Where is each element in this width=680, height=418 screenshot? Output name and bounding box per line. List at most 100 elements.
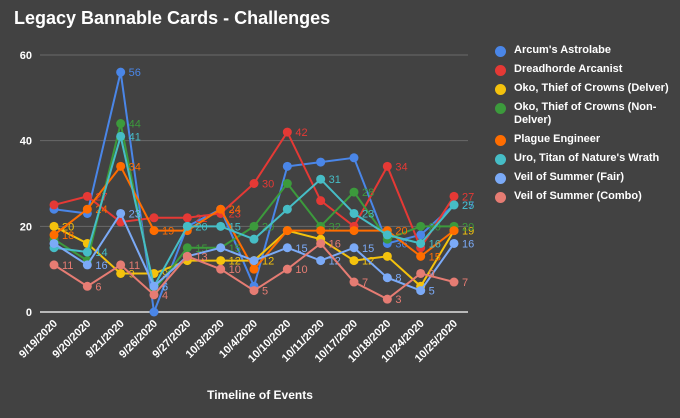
- data-label: 22: [195, 213, 207, 225]
- legend-swatch: [495, 135, 506, 146]
- data-point: [282, 127, 292, 137]
- data-point: [249, 264, 259, 274]
- data-point: [249, 256, 259, 266]
- legend-label: Arcum's Astrolabe: [514, 44, 611, 56]
- data-label: 5: [262, 286, 268, 298]
- data-point: [382, 294, 392, 304]
- data-point: [49, 230, 59, 240]
- data-label: 8: [395, 273, 401, 285]
- data-point: [382, 273, 392, 283]
- legend-label: Dreadhorde Arcanist: [514, 63, 623, 75]
- data-point: [116, 268, 126, 278]
- data-point: [216, 264, 226, 274]
- data-point: [316, 157, 326, 167]
- data-label: 15: [429, 251, 441, 263]
- data-label: 19: [162, 226, 174, 238]
- data-point: [382, 251, 392, 261]
- data-label: 18: [62, 230, 74, 242]
- legend-swatch: [495, 154, 506, 165]
- data-point: [449, 200, 459, 210]
- data-point: [182, 243, 192, 253]
- data-label: 25: [462, 200, 474, 212]
- y-tick-label: 20: [20, 221, 32, 233]
- data-point: [49, 238, 59, 248]
- data-label: 20: [195, 221, 207, 233]
- data-point: [249, 179, 259, 188]
- data-label: 10: [295, 264, 307, 276]
- legend-label: Oko, Thief of Crowns (Delver): [514, 82, 669, 94]
- data-point: [249, 221, 259, 231]
- data-label: 41: [129, 131, 141, 143]
- legend-label: Plague Engineer: [514, 133, 601, 145]
- data-label: 44: [129, 119, 141, 131]
- data-point: [49, 260, 59, 270]
- data-label: 11: [62, 260, 73, 272]
- data-label: 9: [162, 268, 168, 280]
- data-label: 28: [362, 187, 374, 199]
- data-point: [282, 264, 292, 274]
- legend-item: Arcum's Astrolabe: [495, 44, 675, 57]
- legend-label: Oko, Thief of Crowns (Non-Delver): [514, 101, 657, 126]
- data-point: [49, 200, 59, 210]
- data-label: 14: [95, 247, 107, 259]
- data-label: 56: [129, 67, 141, 79]
- y-tick-label: 40: [20, 136, 32, 148]
- data-label: 4: [162, 290, 168, 302]
- data-point: [182, 213, 192, 223]
- legend-swatch: [495, 192, 506, 203]
- data-point: [349, 277, 359, 287]
- data-label: 7: [362, 277, 368, 289]
- data-label: 23: [229, 208, 241, 220]
- data-label: 7: [462, 277, 468, 289]
- data-label: 10: [229, 264, 241, 276]
- legend-item: Dreadhorde Arcanist: [495, 63, 675, 76]
- data-point: [349, 256, 359, 266]
- data-label: 27: [462, 191, 474, 203]
- data-point: [349, 226, 359, 236]
- data-point: [316, 256, 326, 266]
- data-point: [316, 174, 326, 184]
- data-point: [216, 204, 226, 214]
- data-point: [216, 243, 226, 253]
- data-point: [416, 230, 426, 240]
- data-point: [116, 67, 126, 77]
- data-label: 34: [129, 161, 141, 173]
- data-label: 16: [329, 238, 341, 250]
- data-point: [116, 131, 126, 141]
- data-point: [316, 196, 326, 206]
- data-label: 15: [229, 221, 241, 233]
- data-label: 3: [395, 294, 401, 306]
- y-tick-label: 0: [26, 307, 32, 319]
- data-label: 6: [162, 281, 168, 293]
- data-point: [282, 161, 292, 171]
- data-label: 12: [229, 256, 241, 268]
- data-point: [149, 290, 159, 300]
- data-point: [282, 243, 292, 253]
- data-label: 16: [462, 238, 474, 250]
- x-axis-label: Timeline of Events: [207, 388, 313, 402]
- data-label: 23: [129, 208, 141, 220]
- data-label: 36: [395, 238, 407, 250]
- data-point: [449, 277, 459, 287]
- data-label: 6: [95, 281, 101, 293]
- data-point: [249, 234, 259, 244]
- data-point: [282, 226, 292, 236]
- legend-item: Veil of Summer (Fair): [495, 171, 675, 184]
- data-point: [249, 286, 259, 296]
- data-point: [449, 191, 459, 201]
- data-point: [349, 243, 359, 253]
- legend-item: Oko, Thief of Crowns (Delver): [495, 82, 675, 95]
- legend-item: Uro, Titan of Nature's Wrath: [495, 152, 675, 165]
- legend-swatch: [495, 46, 506, 57]
- data-point: [116, 208, 126, 218]
- data-point: [349, 153, 359, 163]
- data-label: 20: [395, 226, 407, 238]
- data-label: 24: [229, 204, 241, 216]
- data-point: [349, 187, 359, 197]
- data-point: [182, 221, 192, 231]
- data-label: 13: [195, 251, 207, 263]
- data-point: [349, 208, 359, 218]
- data-point: [149, 226, 159, 236]
